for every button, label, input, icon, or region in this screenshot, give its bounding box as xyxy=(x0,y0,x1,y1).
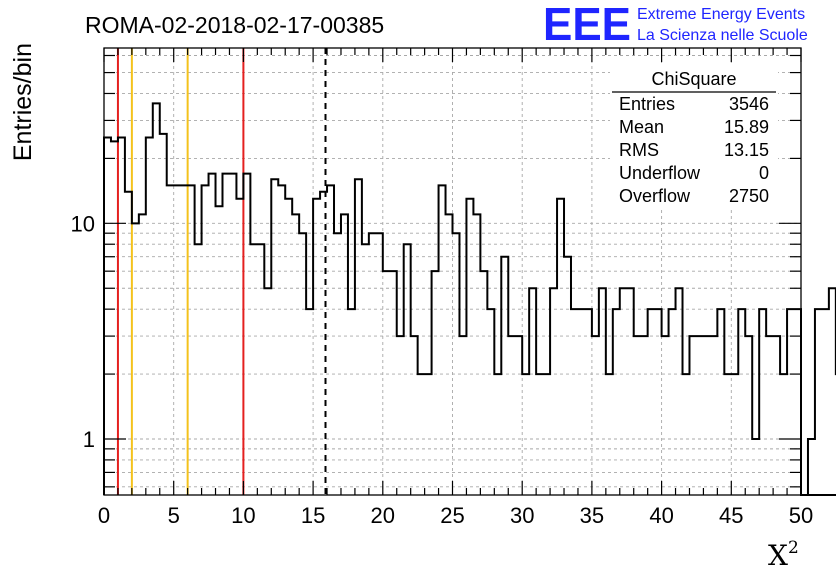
x-axis-label-superscript: 2 xyxy=(788,538,799,558)
x-tick-label: 25 xyxy=(440,503,464,528)
x-tick-label: 45 xyxy=(719,503,743,528)
stats-box-background xyxy=(610,66,778,210)
svg-text:X2: X2 xyxy=(768,538,799,572)
stats-row-value: 3546 xyxy=(729,94,769,114)
x-axis-label-symbol: X xyxy=(768,539,788,572)
y-tick-label: 1 xyxy=(83,427,95,452)
stats-row-label: Entries xyxy=(619,94,675,114)
x-tick-label: 20 xyxy=(371,503,395,528)
eee-logo-line1: Extreme Energy Events xyxy=(637,6,805,23)
x-tick-label: 15 xyxy=(301,503,325,528)
stats-row-value: 2750 xyxy=(729,186,769,206)
plot-frame xyxy=(103,47,802,496)
stats-row-value: 0 xyxy=(759,163,769,183)
stats-row-label: Mean xyxy=(619,117,664,137)
stats-row-label: Underflow xyxy=(619,163,701,183)
stats-row-label: Overflow xyxy=(619,186,691,206)
eee-logo: EEE Extreme Energy Events La Scienza nel… xyxy=(543,0,808,50)
axes: 0 5 10 15 20 25 30 35 40 45 50 1 10 xyxy=(71,48,813,528)
stats-row-value: 15.89 xyxy=(724,117,769,137)
reference-lines xyxy=(116,48,327,495)
x-axis-label: X2 xyxy=(768,538,799,572)
x-tick-label: 0 xyxy=(98,503,110,528)
histogram-line xyxy=(103,102,836,496)
stats-rows: Entries 3546 Mean 15.89 RMS 13.15 Underflow 0 Ov… xyxy=(619,94,769,206)
y-axis-label: Entries/bin xyxy=(9,43,37,161)
x-tick-label: 30 xyxy=(510,503,534,528)
stats-box: ChiSquare Entries 3546 Mean 15.89 RMS 13.15 Un… xyxy=(610,66,778,210)
x-tick-label: 50 xyxy=(789,503,813,528)
eee-logo-line2: La Scienza nelle Scuole xyxy=(637,27,808,44)
stats-title: ChiSquare xyxy=(651,69,736,89)
eee-logo-letters: EEE xyxy=(543,0,631,50)
stats-row-label: RMS xyxy=(619,140,659,160)
x-tick-label: 5 xyxy=(168,503,180,528)
y-tick-label: 10 xyxy=(71,211,95,236)
chart-title: ROMA-02-2018-02-17-00385 xyxy=(85,12,384,38)
stats-row-value: 13.15 xyxy=(724,140,769,160)
x-tick-label: 10 xyxy=(231,503,255,528)
x-tick-label: 40 xyxy=(649,503,673,528)
x-tick-label: 35 xyxy=(580,503,604,528)
